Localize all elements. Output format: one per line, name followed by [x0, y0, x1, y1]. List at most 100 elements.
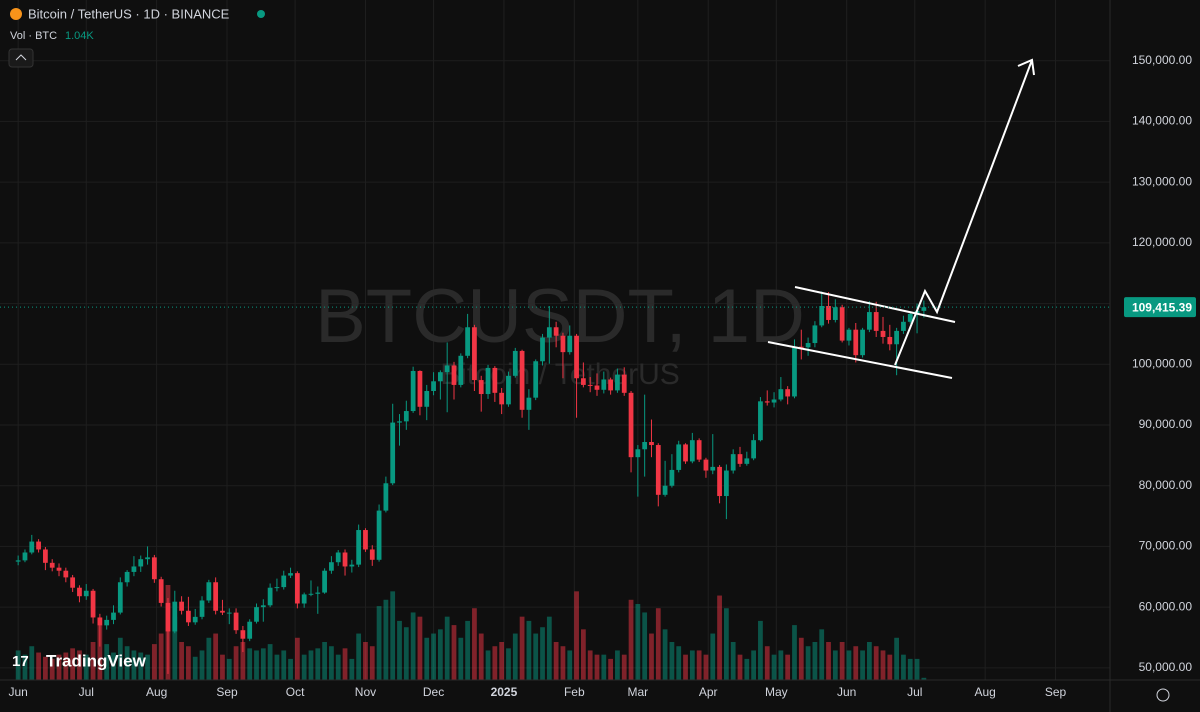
volume-bar	[771, 654, 777, 680]
channel-upper	[794, 286, 956, 323]
volume-bar	[485, 650, 491, 680]
volume-bar	[703, 654, 709, 680]
volume-bar	[472, 608, 477, 680]
candle-body	[220, 610, 225, 613]
volume-bar	[615, 650, 620, 680]
volume-bar	[104, 644, 110, 680]
volume-bar	[751, 650, 757, 680]
x-tick-label: Sep	[1045, 685, 1067, 699]
candle-body	[608, 379, 613, 391]
channel-lower	[767, 341, 953, 379]
candle-body	[506, 375, 511, 405]
volume-bar	[117, 637, 123, 680]
settings-icon[interactable]	[1156, 688, 1170, 702]
candle-body	[260, 605, 266, 608]
candle-body	[901, 321, 906, 331]
y-tick-label: 140,000.00	[1132, 114, 1192, 128]
candle-body	[744, 458, 750, 464]
candle-body	[887, 336, 893, 345]
volume-bar	[158, 633, 164, 680]
volume-bar	[308, 650, 314, 680]
candle-body	[458, 355, 464, 385]
candle-body	[335, 552, 341, 563]
candle-body	[397, 421, 402, 423]
candle-body	[322, 570, 327, 593]
candle-body	[812, 325, 818, 344]
last-price-box	[1124, 297, 1196, 318]
candle-body	[158, 579, 164, 603]
candle-body	[655, 445, 661, 495]
volume-bar	[70, 648, 76, 680]
volume-bar	[186, 646, 191, 680]
candle-body	[349, 564, 355, 567]
candle-body	[383, 483, 389, 511]
volume-bar	[608, 658, 613, 680]
watermark: BTCUSDT, 1D	[315, 274, 805, 359]
volume-bar	[580, 629, 586, 680]
x-tick-label: Aug	[146, 685, 167, 699]
x-tick-label: Oct	[286, 685, 305, 699]
candle-body	[921, 307, 927, 311]
y-tick-label: 130,000.00	[1132, 174, 1192, 188]
candle-body	[553, 327, 559, 336]
x-tick-label: Sep	[216, 685, 238, 699]
candle-body	[431, 381, 436, 391]
volume-bar	[369, 646, 375, 680]
x-tick-label: Apr	[699, 685, 718, 699]
volume-bar	[758, 620, 763, 680]
volume-bar	[628, 599, 634, 680]
volume-bar	[151, 644, 157, 680]
candle-body	[846, 329, 852, 341]
volume-bar	[812, 642, 818, 680]
volume-bar	[77, 650, 82, 680]
volume-bar	[873, 646, 879, 680]
volume-bar	[403, 627, 409, 680]
x-tick-label: Jul	[79, 685, 94, 699]
volume-bar	[220, 654, 225, 680]
candle-body	[145, 557, 150, 560]
y-tick-label: 60,000.00	[1139, 599, 1193, 613]
volume-bar	[621, 654, 627, 680]
candle-body	[424, 391, 430, 407]
candle-body	[499, 392, 505, 405]
volume-bar	[424, 637, 430, 680]
volume-bar	[274, 654, 280, 680]
volume-bar	[737, 654, 743, 680]
volume-bar	[213, 633, 219, 680]
volume-bar	[805, 646, 811, 680]
volume-bar	[921, 677, 927, 680]
volume-bar	[90, 642, 96, 680]
axes: 50,000.00 60,000.00 70,000.00 80,000.00 90,0…	[0, 53, 1196, 699]
volume-bar	[247, 648, 253, 680]
candle-body	[403, 411, 409, 422]
volume-bar	[29, 646, 35, 680]
volume-bar	[465, 620, 470, 680]
candle-body	[288, 573, 293, 576]
candle-body	[676, 444, 682, 470]
collapse-button[interactable]	[8, 48, 34, 68]
volume-bar	[335, 654, 341, 680]
volume-last: 1.04K	[65, 30, 94, 42]
volume-bar	[172, 616, 178, 680]
candle-body	[254, 607, 259, 622]
candle-body	[492, 367, 498, 393]
volume-bar	[867, 642, 872, 680]
volume-bar	[526, 620, 532, 680]
volume-bar	[192, 656, 198, 680]
candle-body	[540, 337, 545, 362]
candle-body	[267, 587, 273, 606]
candle-body	[730, 454, 736, 471]
symbol-title: Bitcoin / TetherUS · 1D · BINANCE	[28, 6, 230, 21]
candle-body	[186, 610, 191, 623]
candle-body	[703, 459, 709, 471]
candle-body	[465, 327, 470, 356]
candle-body	[478, 380, 484, 395]
volume-bar	[492, 646, 498, 680]
volume-bar	[444, 616, 450, 680]
candle-body	[792, 346, 797, 397]
volume-bar	[832, 650, 838, 680]
volume-bar	[560, 646, 566, 680]
candle-body	[444, 365, 450, 373]
volume-bar	[792, 625, 797, 680]
